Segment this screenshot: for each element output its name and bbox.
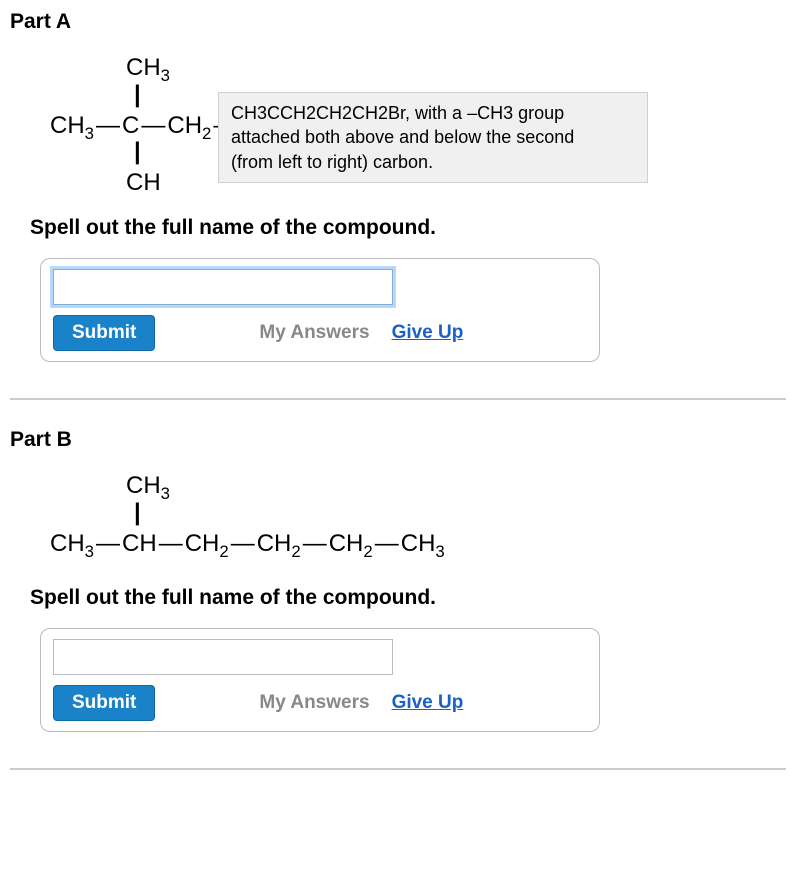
- part-a-answer-input[interactable]: [53, 269, 393, 305]
- part-b-section: Part B CH3 | CH3—CH—CH2—CH2—CH2—CH3 Spel…: [10, 428, 786, 732]
- section-divider-2: [10, 768, 786, 770]
- part-b-submit-button[interactable]: Submit: [53, 685, 155, 721]
- part-b-prompt: Spell out the full name of the compound.: [30, 586, 786, 610]
- structure-tooltip: CH3CCH2CH2CH2Br, with a –CH3 group attac…: [218, 92, 648, 183]
- section-divider: [10, 398, 786, 400]
- part-b-answer-input[interactable]: [53, 639, 393, 675]
- part-a-give-up-link[interactable]: Give Up: [392, 322, 464, 344]
- tooltip-line1: CH3CCH2CH2CH2Br, with a –CH3 group: [231, 101, 635, 125]
- part-b-answer-box: Submit My Answers Give Up: [40, 628, 600, 732]
- structure-main-row-b: CH3—CH—CH2—CH2—CH2—CH3: [50, 530, 786, 559]
- part-b-title: Part B: [10, 428, 786, 452]
- part-a-submit-button[interactable]: Submit: [53, 315, 155, 351]
- part-b-give-up-link[interactable]: Give Up: [392, 692, 464, 714]
- part-a-section: Part A CH3 | CH3—C—CH2—CH2—CH2—Br | CH C…: [10, 10, 786, 362]
- tooltip-line3: (from left to right) carbon.: [231, 150, 635, 174]
- tooltip-line2: attached both above and below the second: [231, 125, 635, 149]
- part-b-button-row: Submit My Answers Give Up: [53, 685, 587, 721]
- part-a-my-answers-link[interactable]: My Answers: [259, 322, 369, 344]
- part-b-my-answers-link[interactable]: My Answers: [259, 692, 369, 714]
- part-a-structure: CH3 | CH3—C—CH2—CH2—CH2—Br | CH CH3CCH2C…: [50, 54, 786, 198]
- part-a-answer-box: Submit My Answers Give Up: [40, 258, 600, 362]
- part-a-button-row: Submit My Answers Give Up: [53, 315, 587, 351]
- part-a-prompt: Spell out the full name of the compound.: [30, 216, 786, 240]
- structure-top-row-b: CH3 |: [126, 472, 786, 530]
- part-b-structure: CH3 | CH3—CH—CH2—CH2—CH2—CH3: [50, 472, 786, 558]
- part-a-title: Part A: [10, 10, 786, 34]
